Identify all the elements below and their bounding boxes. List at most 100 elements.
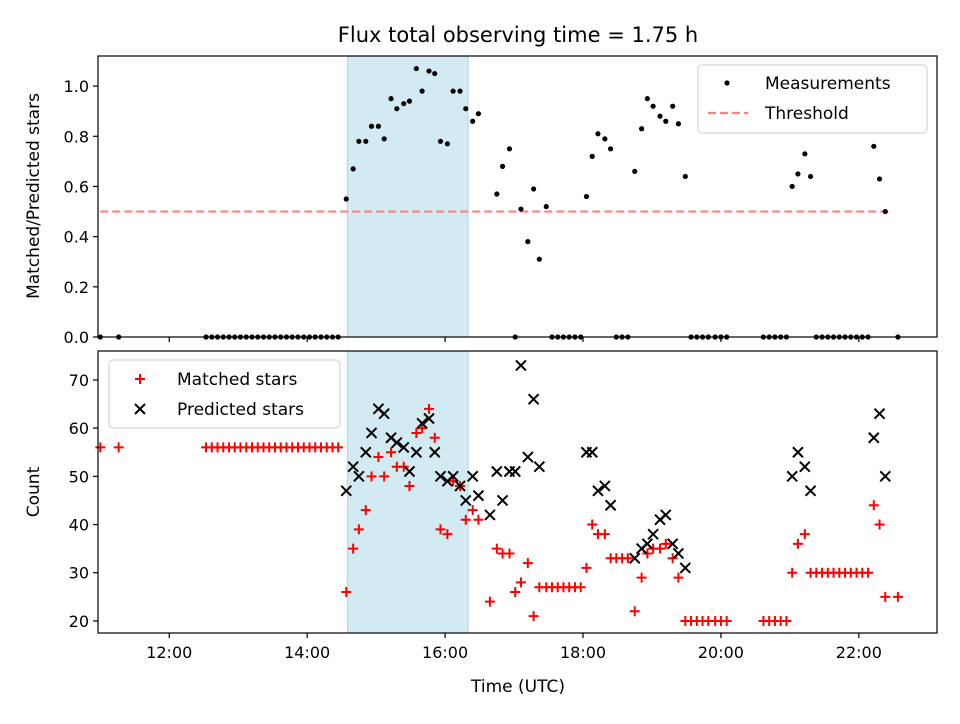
chart-title: Flux total observing time = 1.75 h <box>338 23 698 47</box>
bottom-plus-point <box>868 500 879 511</box>
bottom-plus-point <box>429 432 440 443</box>
bottom-x-point <box>347 460 359 473</box>
bottom-ytick-label: 20 <box>69 612 89 631</box>
top-dot-point <box>789 183 795 190</box>
top-dot-point <box>607 146 614 152</box>
bottom-x-point <box>660 509 672 521</box>
bottom-plus-point <box>880 591 891 602</box>
top-dot-point <box>650 103 656 109</box>
bottom-x-point <box>604 499 617 511</box>
bottom-legend-box <box>108 359 341 429</box>
bottom-x-point <box>416 417 428 430</box>
bottom-plus-point <box>510 587 521 598</box>
bottom-plus-point <box>424 403 435 414</box>
bottom-ytick-label: 60 <box>69 419 89 438</box>
bottom-xtick-label: 18:00 <box>560 643 606 662</box>
top-legend-box <box>697 64 928 134</box>
top-dot-point <box>657 113 663 119</box>
legend-matched-label: Matched stars <box>177 370 297 390</box>
top-dot-point <box>470 118 476 124</box>
legend-plus-icon <box>135 374 145 384</box>
top-dot-point <box>437 138 444 144</box>
bottom-plus-point <box>341 587 352 598</box>
top-dot-point <box>595 131 601 137</box>
top-dot-point <box>413 65 419 72</box>
bottom-plus-point <box>113 442 124 453</box>
bottom-plus-point <box>373 452 384 463</box>
top-dot-point <box>475 111 482 117</box>
top-dot-point <box>530 186 537 192</box>
bottom-highlight-span <box>346 350 469 634</box>
top-dot-point <box>363 138 369 144</box>
bottom-x-point <box>378 407 390 420</box>
top-dot-point <box>444 141 450 147</box>
top-dot-point <box>602 136 608 142</box>
top-dot-point <box>807 173 814 180</box>
top-dot-point <box>350 166 356 172</box>
bottom-x-point <box>509 465 521 478</box>
top-dot-point <box>876 176 883 182</box>
top-dot-point <box>494 191 500 197</box>
top-dot-point <box>450 88 456 94</box>
bottom-x-point <box>592 485 604 497</box>
bottom-plus-point <box>636 572 647 583</box>
top-dot-point <box>583 193 590 200</box>
top-dot-point <box>795 171 801 177</box>
bottom-x-point <box>522 451 534 463</box>
bottom-xtick-label: 22:00 <box>836 643 882 662</box>
bottom-plus-point <box>484 596 495 607</box>
bottom-plus-point <box>642 548 653 559</box>
bottom-plus-point <box>660 538 671 549</box>
bottom-x-point <box>641 538 654 550</box>
bottom-x-point <box>365 427 378 439</box>
bottom-plus-point <box>398 461 409 472</box>
top-panel: 0.0 0.2 0.4 0.6 0.8 1.0 Measurements Threshold <box>64 55 938 347</box>
bottom-x-point <box>868 432 880 444</box>
bottom-x-point <box>879 470 891 483</box>
bottom-x-point <box>629 552 641 564</box>
bottom-x-point <box>647 528 659 540</box>
bottom-plus-point <box>799 529 810 540</box>
bottom-x-point <box>873 407 886 420</box>
top-dot-point <box>388 96 394 102</box>
top-ytick-label: 0.8 <box>64 127 89 146</box>
bottom-ytick-label: 40 <box>69 516 89 535</box>
bottom-xtick-label: 12:00 <box>146 643 192 662</box>
bottom-x-point <box>454 480 466 492</box>
top-dot-point <box>432 70 438 77</box>
bottom-x-point <box>466 470 479 483</box>
bottom-plus-point <box>622 553 633 564</box>
top-dot-point <box>463 106 469 112</box>
bottom-plus-point <box>386 447 397 458</box>
top-dot-point <box>506 146 513 152</box>
top-dot-point <box>343 196 349 202</box>
bottom-plus-point <box>892 591 903 602</box>
top-dot-point <box>639 126 645 132</box>
bottom-xtick-label: 14:00 <box>284 643 330 662</box>
bottom-ytick-label: 50 <box>69 467 89 486</box>
top-dot-point <box>406 98 413 104</box>
bottom-plus-point <box>575 582 586 593</box>
bottom-x-point <box>398 441 410 454</box>
bottom-plus-point <box>442 529 453 540</box>
bottom-plus-point <box>781 615 792 626</box>
top-highlight-span <box>346 55 469 338</box>
bottom-x-point <box>472 489 485 502</box>
bottom-plus-point <box>522 558 533 569</box>
bottom-plus-point <box>515 577 526 588</box>
bottom-x-point <box>786 470 798 483</box>
bottom-x-point <box>484 509 496 521</box>
top-dot-point <box>682 173 688 180</box>
bottom-x-point <box>672 547 685 560</box>
bottom-x-point <box>599 480 611 492</box>
bottom-plus-point <box>655 543 666 554</box>
top-dot-point <box>589 153 595 159</box>
top-ytick-label: 0.6 <box>64 177 89 196</box>
legend-measurements-label: Measurements <box>765 74 891 94</box>
bottom-plus-point <box>333 442 344 453</box>
bottom-x-point <box>360 446 372 458</box>
top-dot-point <box>536 256 542 262</box>
bottom-plus-point <box>411 427 422 438</box>
top-dot-point <box>401 101 407 107</box>
top-dot-point <box>882 208 888 215</box>
